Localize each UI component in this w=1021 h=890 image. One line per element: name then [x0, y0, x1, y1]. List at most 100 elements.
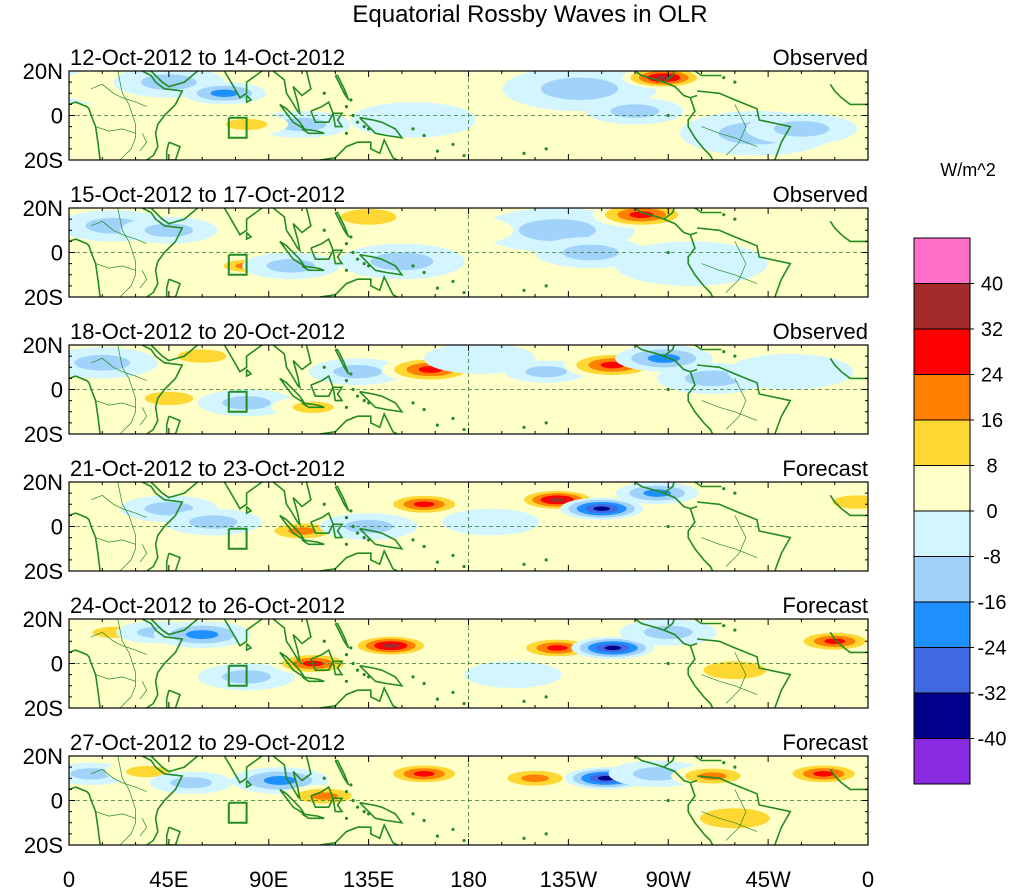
island	[666, 387, 670, 392]
island	[462, 427, 466, 432]
country-border	[139, 818, 148, 837]
country-border	[117, 345, 136, 434]
coastline	[359, 801, 404, 824]
lat-label: 20S	[24, 148, 63, 173]
island	[362, 399, 366, 403]
island	[544, 147, 548, 151]
coastline	[332, 523, 344, 539]
island	[451, 553, 455, 558]
country-border	[701, 674, 758, 695]
coastline	[692, 71, 722, 77]
coastline	[829, 494, 868, 517]
coastline	[687, 508, 714, 571]
island	[351, 113, 355, 118]
coastline	[829, 768, 868, 791]
island	[344, 131, 349, 135]
lat-label: 20N	[23, 59, 63, 84]
coastline	[829, 631, 868, 654]
coastline	[141, 619, 184, 708]
coastline	[829, 83, 868, 106]
island	[722, 213, 726, 217]
anomaly-contour	[832, 495, 868, 509]
anomaly-contour	[703, 661, 767, 680]
coastline	[334, 759, 350, 786]
country-border	[95, 537, 136, 545]
country-border	[91, 768, 147, 792]
panel-date-range: 18-Oct-2012 to 20-Oct-2012	[70, 319, 345, 344]
island	[722, 761, 726, 765]
lat-label: 0	[51, 241, 63, 266]
anomaly-contour	[593, 506, 610, 511]
country-border	[725, 789, 747, 841]
coastline	[359, 390, 404, 413]
island	[349, 509, 353, 513]
coastlines	[69, 208, 868, 297]
island	[733, 80, 737, 84]
country-border	[91, 357, 147, 381]
coastline	[245, 642, 253, 652]
lat-label: 20N	[23, 333, 63, 358]
anomaly-contour	[604, 645, 622, 651]
anomaly-contour	[344, 519, 393, 534]
island	[462, 701, 466, 706]
island	[355, 394, 360, 398]
coastline	[301, 676, 325, 683]
anomaly-contour	[684, 370, 741, 387]
island	[411, 538, 415, 542]
anomaly-contour	[275, 71, 373, 96]
island	[435, 423, 440, 427]
coastline	[332, 386, 344, 402]
island	[355, 805, 360, 809]
country-border	[95, 811, 136, 819]
island	[351, 524, 355, 529]
island	[322, 365, 326, 369]
anomaly-contour	[647, 353, 681, 363]
colorbar-tick-label: 32	[981, 319, 1003, 341]
island	[435, 834, 440, 838]
coastline	[150, 345, 199, 362]
coastline	[319, 822, 398, 845]
coastline	[141, 71, 184, 160]
coastline	[687, 234, 714, 297]
island	[435, 149, 440, 153]
lon-label: 0	[862, 867, 874, 890]
coastline	[829, 357, 868, 380]
lat-label: 20S	[24, 833, 63, 858]
country-border	[95, 126, 136, 134]
anomaly-contour	[643, 489, 671, 497]
anomaly-contour	[210, 89, 239, 97]
country-border	[117, 482, 136, 571]
island	[362, 673, 366, 677]
island	[666, 798, 670, 803]
anomaly-contour	[177, 349, 227, 363]
lat-label: 20S	[24, 422, 63, 447]
anomaly-contour	[521, 774, 549, 782]
island	[355, 668, 360, 672]
island	[422, 270, 426, 275]
coastline	[332, 249, 344, 265]
coastline	[272, 619, 312, 664]
colorbar-swatch	[913, 738, 971, 785]
panel-status: Observed	[773, 319, 868, 344]
map-panel: 20N 0 20S 24-Oct-2012 to 26-Oct-2012 Forecas…	[23, 593, 869, 721]
lon-label: 90W	[646, 867, 691, 890]
island	[522, 288, 526, 292]
index-region-box	[227, 527, 248, 550]
coastline	[245, 231, 253, 241]
coastline	[692, 619, 722, 625]
colorbar-tick-label: -16	[978, 592, 1007, 614]
coastline	[150, 208, 199, 225]
coastline	[319, 411, 398, 434]
coastline	[141, 345, 184, 434]
lat-label: 20N	[23, 744, 63, 769]
coastline	[272, 208, 312, 253]
coastline	[301, 128, 325, 135]
panels: 20N 0 20S 12-Oct-2012 to 14-Oct-2012 Observe…	[23, 45, 869, 858]
island	[367, 812, 371, 816]
island	[544, 284, 548, 288]
lat-label: 20S	[24, 285, 63, 310]
coastline	[359, 664, 404, 687]
anomaly-contour	[144, 223, 194, 237]
coastline	[319, 548, 398, 571]
